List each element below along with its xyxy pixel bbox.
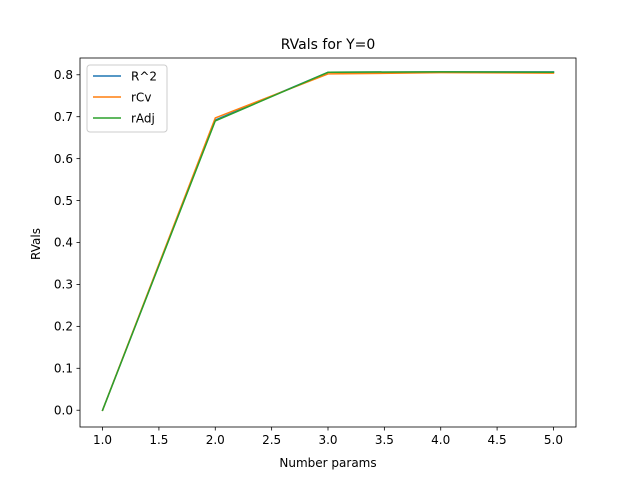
y-tick-label: 0.1 [54, 361, 73, 375]
x-tick-label: 5.0 [544, 433, 563, 447]
legend-label-1: rCv [131, 91, 151, 105]
y-tick-label: 0.8 [54, 68, 73, 82]
x-tick-label: 3.5 [375, 433, 394, 447]
x-tick-label: 3.0 [318, 433, 337, 447]
y-tick-label: 0.4 [54, 236, 73, 250]
x-tick-label: 2.0 [206, 433, 225, 447]
y-tick-label: 0.7 [54, 110, 73, 124]
x-tick-label: 4.0 [431, 433, 450, 447]
y-tick-label: 0.6 [54, 152, 73, 166]
x-tick-label: 2.5 [262, 433, 281, 447]
series-layer [101, 71, 555, 412]
legend-box [86, 64, 168, 133]
y-tick-label: 0.2 [54, 320, 73, 334]
y-axis-label: RVals [29, 228, 43, 260]
x-tick-label: 4.5 [488, 433, 507, 447]
x-tick-label: 1.0 [93, 433, 112, 447]
x-axis-label: Number params [279, 456, 376, 470]
legend: R^2 rCv rAdj [86, 64, 168, 133]
legend-label-2: rAdj [131, 112, 155, 126]
series-line-2 [101, 71, 555, 412]
y-tick-label: 0.0 [54, 403, 73, 417]
axes-layer: 1.0 1.5 2.0 2.5 3.0 3.5 4.0 4.5 5.0 0.0 0.1 0.2 0.3 0… [54, 57, 577, 447]
chart-title: RVals for Y=0 [281, 37, 376, 53]
x-tick-label: 1.5 [149, 433, 168, 447]
legend-label-0: R^2 [131, 70, 157, 84]
y-tick-label: 0.3 [54, 278, 73, 292]
y-tick-label: 0.5 [54, 194, 73, 208]
